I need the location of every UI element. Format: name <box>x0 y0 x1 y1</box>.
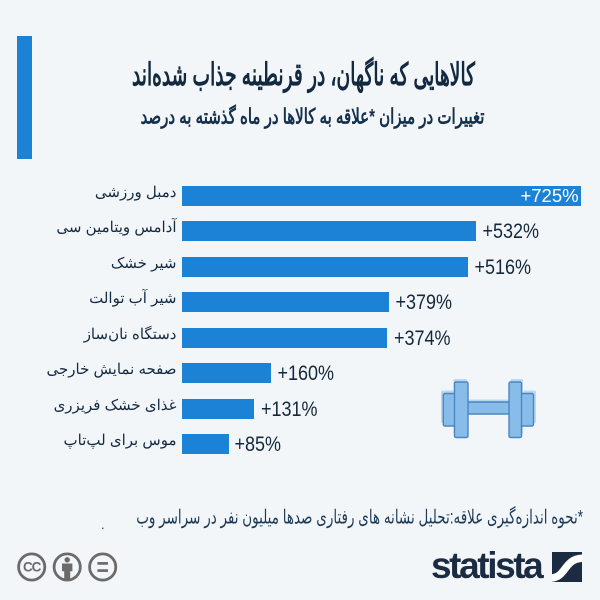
svg-text:CC: CC <box>23 560 42 575</box>
